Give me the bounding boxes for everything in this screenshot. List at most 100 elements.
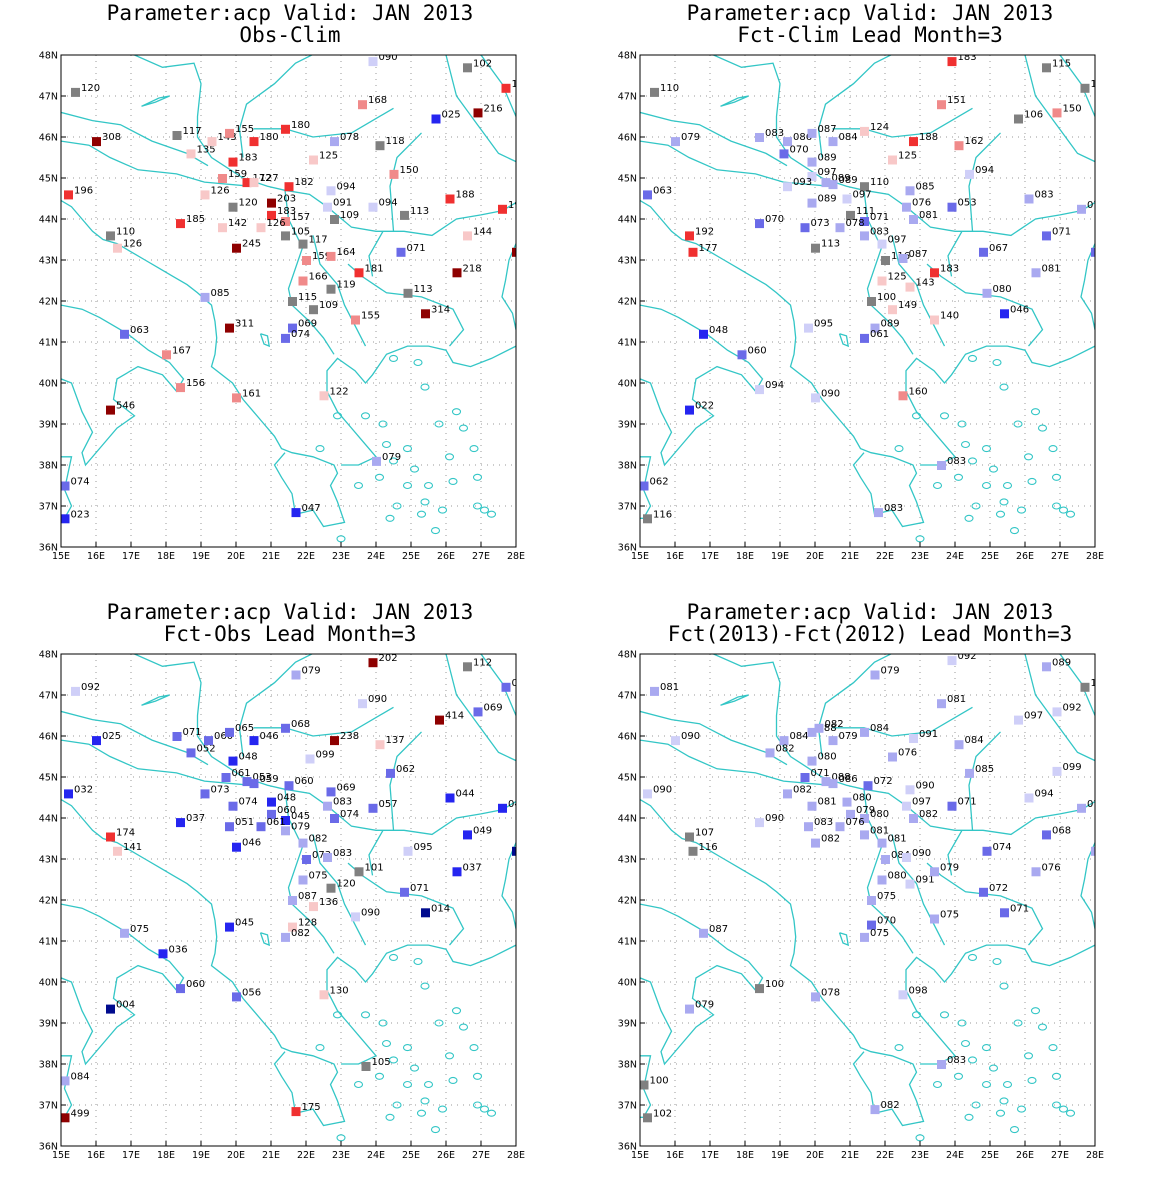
panel-3-map: 0920250321741410750360600040844990710520… [39, 650, 525, 1162]
station-marker [452, 867, 462, 877]
x-tick-label: 17E [122, 1150, 140, 1161]
station-label: 076 [846, 817, 865, 828]
station-marker [867, 920, 876, 930]
station-label: 155 [235, 124, 254, 135]
station-label: 091 [333, 198, 352, 209]
station-marker [947, 656, 957, 666]
y-tick-label: 39N [39, 1019, 58, 1030]
y-tick-label: 48N [618, 650, 637, 661]
station-marker [368, 57, 378, 67]
station-marker [232, 243, 241, 253]
station-marker [947, 202, 957, 212]
station-marker [828, 779, 838, 789]
island [988, 465, 999, 473]
station-marker [92, 137, 101, 147]
coastline [1059, 55, 1095, 117]
island [420, 1097, 430, 1105]
island [992, 358, 1002, 367]
station-label: 122 [330, 386, 349, 397]
station-marker [954, 141, 964, 151]
x-tick-label: 25E [402, 551, 420, 562]
island [1016, 1105, 1027, 1113]
station-label: 100 [765, 979, 784, 990]
station-label: 073 [312, 850, 331, 861]
island [964, 514, 974, 522]
station-marker [685, 1004, 694, 1014]
station-label: 097 [888, 235, 907, 246]
station-label: 111 [856, 206, 875, 217]
station-label: 075 [130, 924, 149, 935]
station-marker [783, 182, 792, 192]
y-tick-label: 41N [39, 338, 58, 349]
y-tick-label: 46N [618, 133, 637, 144]
station-label: 159 [312, 251, 331, 262]
island [388, 457, 399, 465]
station-marker [267, 797, 276, 807]
island [409, 1064, 420, 1072]
station-marker [61, 481, 70, 491]
station-marker [1091, 846, 1095, 856]
station-marker [937, 100, 946, 110]
station-marker [323, 202, 332, 212]
island [1030, 1007, 1041, 1015]
station-label: 110 [660, 83, 679, 94]
coastline [312, 235, 367, 347]
coastline [817, 55, 893, 158]
coastline [312, 834, 367, 946]
station-marker [828, 137, 838, 147]
coastline [891, 834, 946, 946]
station-label: 068 [291, 719, 310, 730]
station-marker [800, 223, 810, 233]
y-tick-label: 47N [618, 92, 637, 103]
station-label: 098 [909, 985, 928, 996]
island [381, 1039, 392, 1048]
station-label: 076 [898, 748, 917, 759]
station-label: 090 [653, 784, 672, 795]
x-tick-label: 21E [262, 1150, 280, 1161]
station-label: 065 [512, 678, 531, 689]
station-marker [242, 178, 252, 188]
x-tick-label: 26E [1016, 551, 1034, 562]
island [402, 1044, 413, 1052]
coastline [368, 829, 384, 876]
station-label: 188 [456, 190, 475, 201]
x-tick-label: 16E [666, 551, 684, 562]
station-label: 057 [379, 799, 398, 810]
station-label: 080 [870, 809, 889, 820]
station-marker [284, 781, 294, 791]
island [332, 1011, 343, 1019]
x-tick-label: 21E [262, 551, 280, 562]
station-marker [512, 247, 516, 257]
island [960, 440, 971, 449]
station-label: 071 [183, 727, 202, 738]
station-label: 076 [912, 198, 931, 209]
station-label: 090 [361, 907, 380, 918]
station-marker [965, 768, 974, 778]
station-label: 065 [235, 723, 254, 734]
station-marker [242, 777, 252, 787]
station-marker [396, 247, 406, 257]
y-tick-label: 44N [39, 814, 58, 825]
y-tick-label: 37N [618, 502, 637, 513]
station-label: 183 [239, 153, 258, 164]
x-tick-label: 15E [52, 1150, 70, 1161]
station-label: 105 [291, 226, 310, 237]
station-label: 097 [912, 797, 931, 808]
island [469, 445, 479, 453]
panel-1-map: 120 308 196 110 126 063 167 156 546 074 023 117 135 1… [39, 51, 525, 563]
station-marker [650, 686, 659, 696]
coastline [326, 345, 516, 466]
station-marker [323, 853, 332, 862]
y-tick-label: 43N [39, 256, 58, 267]
station-marker [158, 949, 168, 959]
island [332, 412, 343, 420]
x-tick-label: 26E [437, 551, 455, 562]
island [981, 445, 992, 453]
station-marker [650, 87, 659, 97]
station-marker [61, 514, 70, 524]
station-label: 083 [870, 226, 889, 237]
station-marker [281, 723, 290, 733]
x-tick-label: 24E [946, 1150, 964, 1161]
station-label: 086 [793, 132, 812, 143]
x-tick-label: 26E [437, 1150, 455, 1161]
